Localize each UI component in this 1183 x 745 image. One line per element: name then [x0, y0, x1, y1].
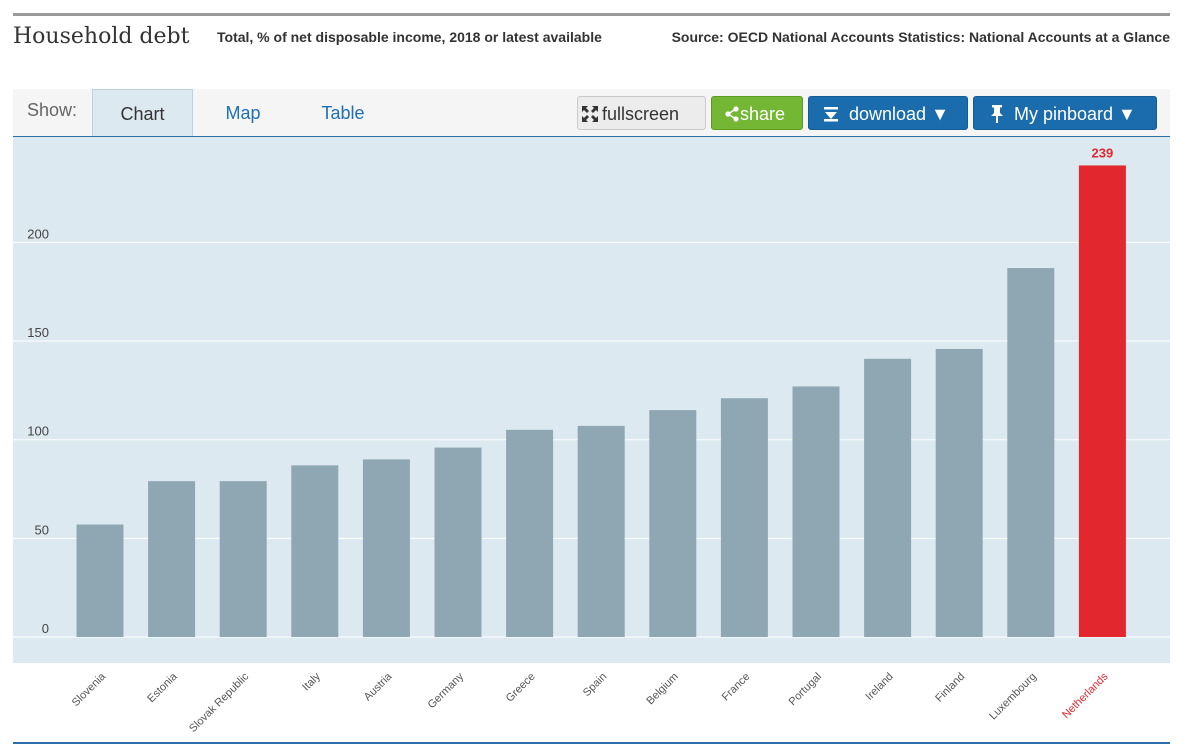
bar — [1078, 165, 1126, 637]
bar — [577, 425, 625, 637]
x-category-label: Germany — [426, 670, 467, 711]
share-button[interactable]: share — [711, 96, 803, 130]
bar — [76, 524, 124, 637]
x-category-label: Slovenia — [70, 670, 109, 709]
download-label: download ▼ — [849, 104, 949, 124]
bar — [506, 429, 554, 637]
bar — [792, 386, 840, 637]
x-category-label: Portugal — [787, 671, 824, 708]
fullscreen-label: fullscreen — [602, 104, 680, 124]
top-rule — [13, 13, 1170, 16]
bar — [935, 348, 983, 637]
fullscreen-button[interactable]: fullscreen — [577, 96, 706, 130]
pinboard-label: My pinboard ▼ — [1014, 104, 1136, 124]
x-category-label: Belgium — [644, 671, 681, 708]
x-category-label: Greece — [504, 671, 538, 705]
bar — [219, 481, 267, 637]
bar — [148, 481, 196, 637]
x-category-label: Netherlands — [1060, 670, 1111, 721]
bar — [649, 410, 697, 637]
tab-chart[interactable]: Chart — [92, 89, 193, 137]
data-label: 239 — [1092, 145, 1114, 160]
toolbar-divider — [13, 136, 1170, 137]
bar — [434, 447, 482, 637]
x-category-label: Estonia — [145, 670, 180, 705]
bottom-rule — [13, 742, 1170, 744]
x-category-label: Austria — [362, 670, 395, 703]
toolbar: Show: Chart Map Table fullscreen share d… — [13, 89, 1170, 137]
share-icon — [724, 97, 740, 131]
pin-icon — [990, 97, 1004, 131]
pinboard-button[interactable]: My pinboard ▼ — [973, 96, 1157, 130]
tab-map[interactable]: Map — [225, 103, 261, 123]
share-label: share — [740, 104, 786, 124]
y-tick-label: 150 — [27, 325, 49, 340]
show-label: Show: — [27, 100, 78, 120]
x-category-label: France — [720, 671, 753, 704]
bar — [1007, 268, 1055, 637]
x-category-label: Spain — [581, 671, 609, 699]
chart-subtitle: Total, % of net disposable income, 2018 … — [217, 29, 602, 45]
bar — [362, 459, 410, 637]
chart-title: Household debt — [13, 24, 190, 49]
x-category-label: Ireland — [863, 671, 895, 703]
y-tick-label: 50 — [35, 522, 49, 537]
source-note: Source: OECD National Accounts Statistic… — [671, 29, 1170, 45]
y-tick-label: 100 — [27, 424, 49, 439]
x-category-label: Luxembourg — [987, 671, 1039, 723]
download-button[interactable]: download ▼ — [808, 96, 968, 130]
y-tick-label: 0 — [42, 621, 49, 636]
bar — [720, 398, 768, 637]
download-icon — [823, 97, 839, 131]
x-category-label: Finland — [933, 671, 967, 705]
y-tick-label: 200 — [27, 226, 49, 241]
bar — [291, 465, 339, 637]
x-category-label: Italy — [300, 670, 323, 693]
x-category-label: Slovak Republic — [187, 670, 252, 735]
expand-icon — [578, 97, 602, 131]
tab-table[interactable]: Table — [321, 103, 365, 123]
bar — [864, 358, 912, 637]
